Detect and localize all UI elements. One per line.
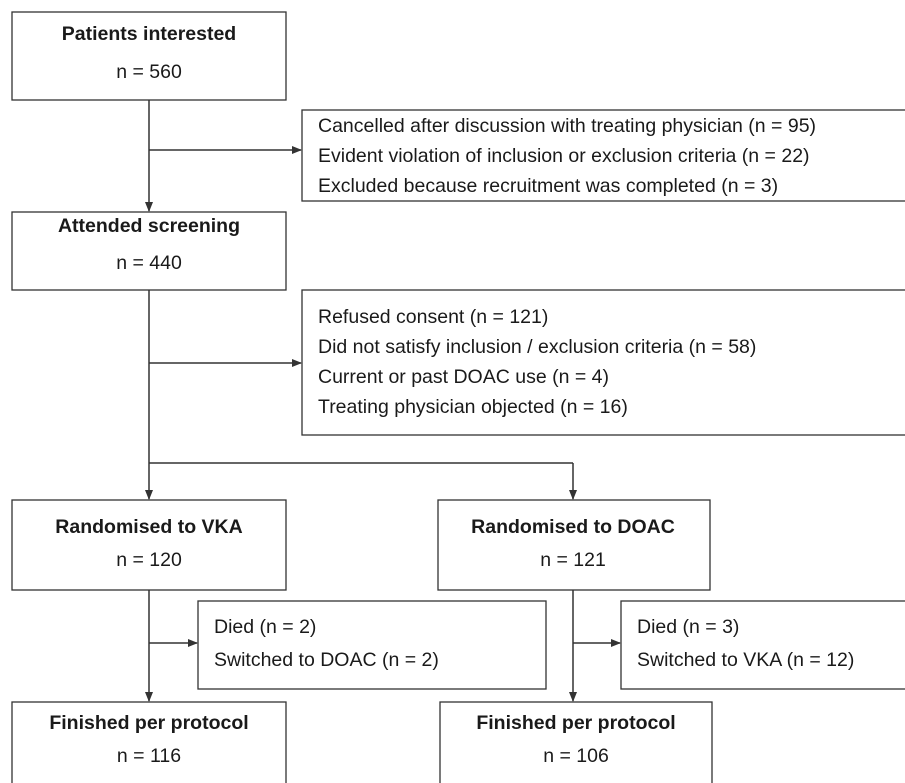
- node-count: n = 116: [117, 745, 181, 767]
- node: Randomised to DOAC n = 121: [437, 499, 711, 591]
- node: Finished per protocol n = 116: [11, 701, 287, 783]
- node: Finished per protocol n = 106: [439, 701, 713, 783]
- node-title: Randomised to DOAC: [471, 516, 675, 538]
- exclusion-line: Treating physician objected (n = 16): [318, 396, 628, 418]
- exclusion-line: Died (n = 3): [637, 616, 739, 638]
- node: Patients interested n = 560: [11, 11, 287, 101]
- exclusion-box: Refused consent (n = 121) Did not satisf…: [301, 289, 905, 436]
- exclusion-line: Died (n = 2): [214, 616, 316, 638]
- exclusion-line: Switched to VKA (n = 12): [637, 649, 854, 671]
- exclusion-box: Died (n = 3) Switched to VKA (n = 12): [620, 600, 905, 690]
- node: Attended screening n = 440: [11, 211, 287, 291]
- node-title: Finished per protocol: [49, 712, 248, 734]
- exclusion-line: Switched to DOAC (n = 2): [214, 649, 439, 671]
- node-title: Attended screening: [58, 215, 240, 237]
- exclusion-line: Evident violation of inclusion or exclus…: [318, 145, 810, 167]
- exclusion-line: Current or past DOAC use (n = 4): [318, 366, 609, 388]
- connectors: [145, 100, 621, 702]
- exclusion-box: Died (n = 2) Switched to DOAC (n = 2): [197, 600, 547, 690]
- node-title: Finished per protocol: [476, 712, 675, 734]
- exclusion-box: Cancelled after discussion with treating…: [301, 109, 905, 202]
- node-title: Randomised to VKA: [55, 516, 242, 538]
- node-count: n = 440: [116, 252, 182, 274]
- exclusion-line: Excluded because recruitment was complet…: [318, 175, 778, 197]
- exclusion-line: Refused consent (n = 121): [318, 306, 548, 328]
- exclusion-line: Did not satisfy inclusion / exclusion cr…: [318, 336, 756, 358]
- node-count: n = 106: [543, 745, 609, 767]
- node-count: n = 120: [116, 549, 182, 571]
- node-count: n = 560: [116, 61, 182, 83]
- exclusion-line: Cancelled after discussion with treating…: [318, 115, 816, 137]
- node: Randomised to VKA n = 120: [11, 499, 287, 591]
- node-title: Patients interested: [62, 23, 236, 45]
- node-count: n = 121: [540, 549, 606, 571]
